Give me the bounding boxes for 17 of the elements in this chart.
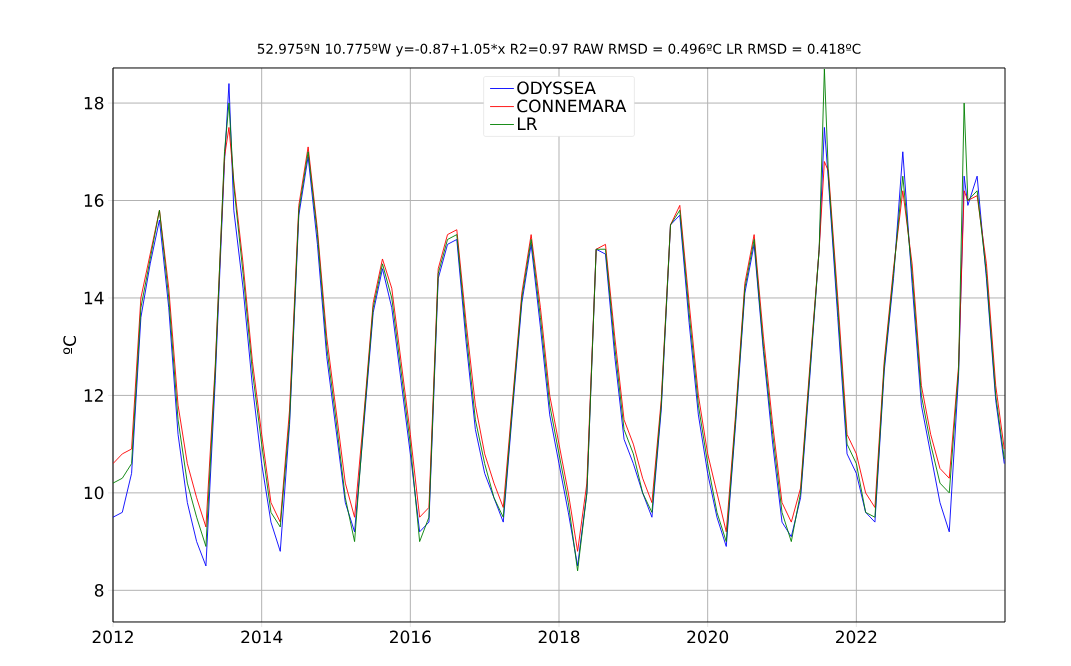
y-tick-label: 8	[94, 583, 104, 597]
x-tick-label: 2018	[538, 630, 580, 644]
legend-label: ODYSSEA	[517, 81, 596, 95]
y-tick-label: 14	[84, 291, 104, 305]
chart-title: 52.975ºN 10.775ºW y=-0.87+1.05*x R2=0.97 RAW RMSD = 0.496ºC LR RMSD = 0.418ºC	[257, 43, 861, 57]
y-tick-label: 16	[84, 194, 104, 207]
y-axis-title: ºC	[63, 336, 77, 355]
legend-label: CONNEMARA	[517, 99, 627, 113]
y-tick-label: 10	[84, 486, 104, 500]
x-tick-label: 2022	[836, 630, 877, 644]
x-tick-label: 2012	[92, 630, 133, 644]
legend-label: LR	[517, 117, 538, 130]
y-tick-label: 12	[84, 389, 103, 402]
x-tick-label: 2016	[390, 630, 431, 644]
x-tick-label: 2020	[687, 630, 729, 644]
x-tick-label: 2014	[241, 630, 283, 644]
y-tick-label: 18	[84, 96, 104, 110]
